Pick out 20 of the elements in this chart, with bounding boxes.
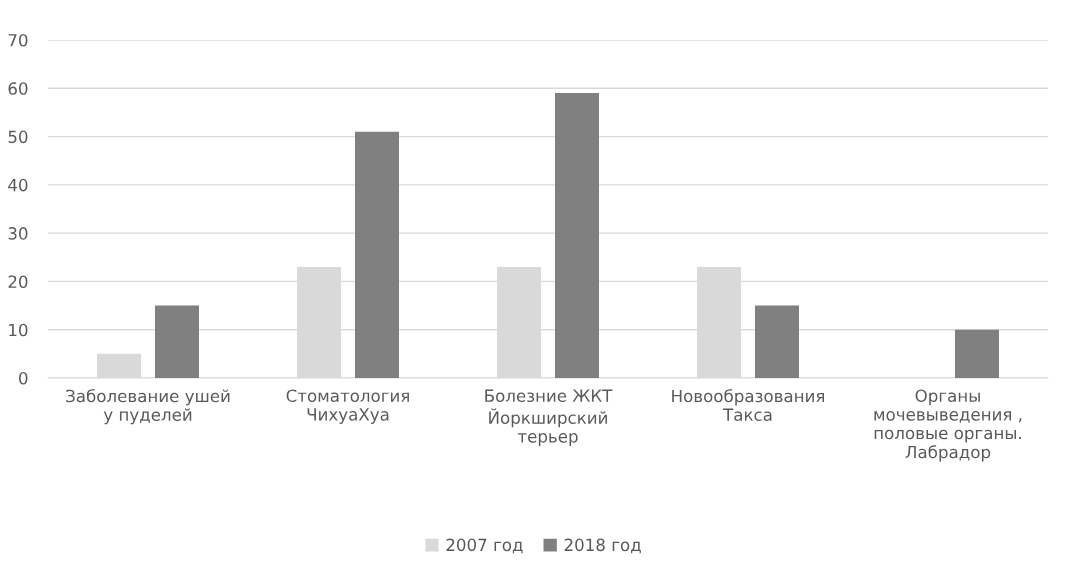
legend-label: 2007 год <box>446 538 523 554</box>
bar <box>955 329 999 378</box>
bar <box>555 93 599 378</box>
y-tick-label: 30 <box>8 227 28 240</box>
y-tick-label: 70 <box>8 33 28 47</box>
bar <box>355 131 399 378</box>
x-tick-label: Заболевание ушей у пуделей <box>66 389 230 425</box>
bar <box>755 305 799 378</box>
y-tick-label: 0 <box>19 371 28 385</box>
y-tick-label: 60 <box>8 82 28 95</box>
y-tick-label: 10 <box>9 323 28 337</box>
x-tick-label: Органы мочевыведения , половые органы. Лабрадор <box>874 389 1022 462</box>
x-tick-label: Стоматология ЧихуаХуа <box>286 389 409 424</box>
y-tick-label: 40 <box>8 178 28 192</box>
bar <box>155 305 199 378</box>
x-tick-label: Болезние ЖКТ Йоркширский терьер <box>485 389 613 446</box>
y-tick-label: 20 <box>8 275 28 288</box>
y-tick-label: 50 <box>8 130 28 144</box>
legend-label: 2018 год <box>564 538 641 554</box>
x-tick-label: Новообразования Такса <box>672 389 825 421</box>
